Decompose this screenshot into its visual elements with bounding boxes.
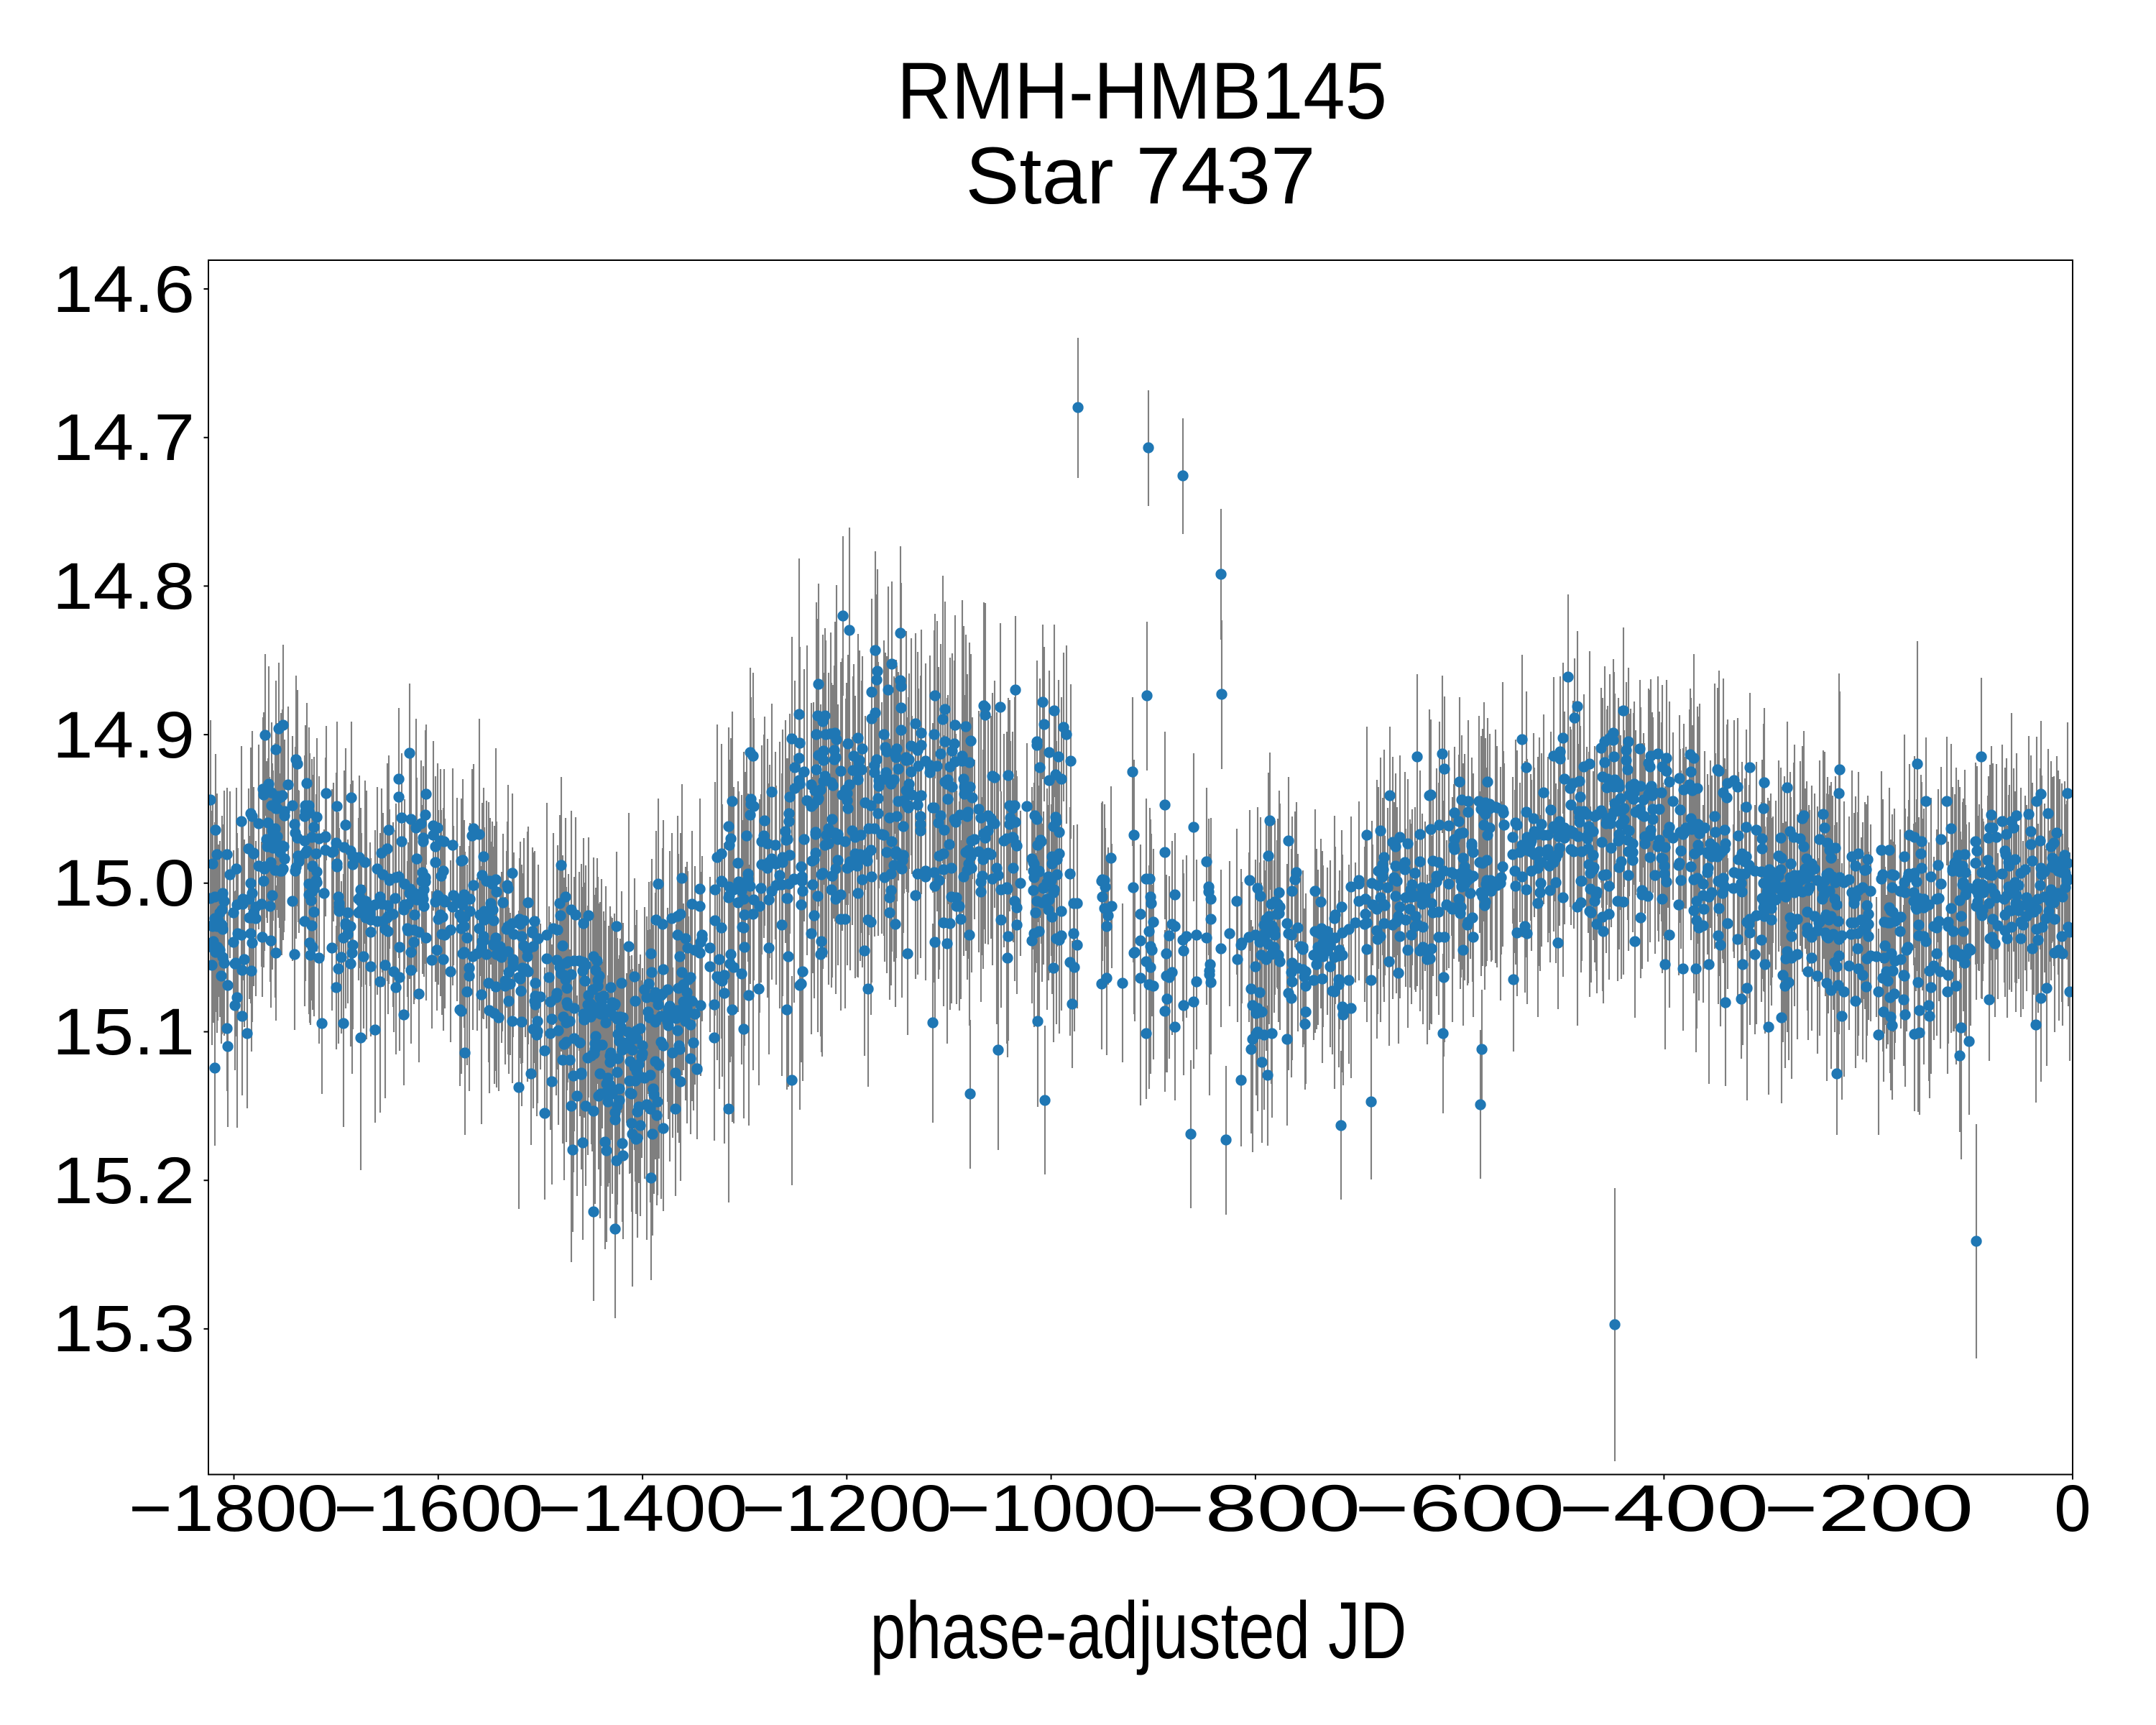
svg-text:14.7: 14.7 xyxy=(52,401,195,474)
svg-text:−800: −800 xyxy=(1151,1472,1360,1545)
svg-text:−1200: −1200 xyxy=(742,1472,952,1545)
svg-text:−1400: −1400 xyxy=(538,1472,747,1545)
svg-text:15.0: 15.0 xyxy=(52,847,195,920)
svg-text:15.1: 15.1 xyxy=(52,995,195,1069)
svg-text:−600: −600 xyxy=(1355,1472,1565,1545)
svg-text:−200: −200 xyxy=(1764,1472,1973,1545)
svg-text:−1800: −1800 xyxy=(129,1472,338,1545)
svg-text:−1600: −1600 xyxy=(333,1472,543,1545)
svg-text:−400: −400 xyxy=(1559,1472,1769,1545)
svg-text:14.8: 14.8 xyxy=(52,550,195,623)
svg-text:phase-adjusted JD: phase-adjusted JD xyxy=(870,1586,1407,1675)
svg-text:15.3: 15.3 xyxy=(52,1292,195,1366)
svg-text:Star 7437: Star 7437 xyxy=(966,131,1316,221)
svg-text:−1000: −1000 xyxy=(946,1472,1156,1545)
svg-text:15.2: 15.2 xyxy=(52,1144,195,1218)
svg-text:RMH-HMB145: RMH-HMB145 xyxy=(897,46,1387,136)
svg-text:0: 0 xyxy=(2054,1472,2091,1545)
svg-text:14.6: 14.6 xyxy=(52,253,195,326)
svg-text:14.9: 14.9 xyxy=(52,699,195,772)
